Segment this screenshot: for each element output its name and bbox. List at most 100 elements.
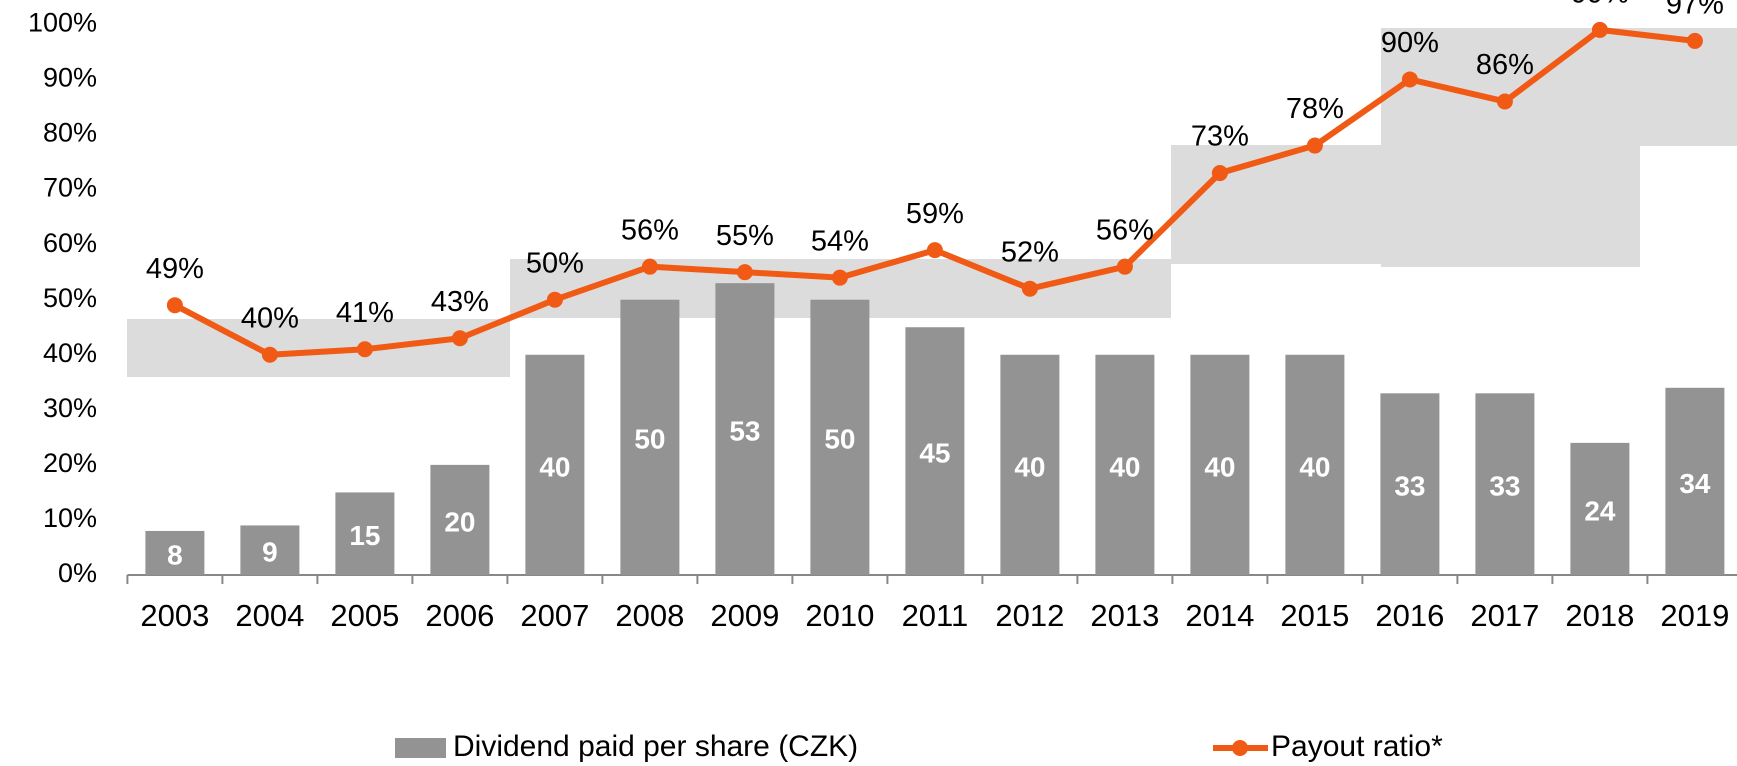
legend-swatch (1232, 740, 1248, 756)
x-tick-label: 2012 (995, 598, 1064, 633)
bar-label: 40 (1109, 451, 1140, 482)
point (641, 258, 658, 275)
y-tick-label: 30% (43, 393, 97, 423)
y-tick-label: 80% (43, 118, 97, 148)
bar (715, 283, 775, 575)
x-tick-label: 2005 (330, 598, 399, 633)
x-tick-label: 2014 (1185, 598, 1254, 633)
bar (620, 299, 680, 575)
band (127, 319, 510, 377)
point (926, 242, 943, 259)
bar-label: 34 (1679, 468, 1711, 499)
point-label: 50% (526, 247, 584, 279)
bar-label: 8 (167, 539, 183, 570)
bar-label: 45 (919, 438, 950, 469)
x-tick-label: 2013 (1090, 598, 1159, 633)
bar (525, 354, 585, 575)
point (1211, 165, 1228, 182)
bar-label: 40 (1204, 451, 1235, 482)
bar (1380, 393, 1440, 575)
bar (1285, 354, 1345, 575)
point-label: 73% (1191, 121, 1249, 153)
point-label: 49% (146, 253, 204, 285)
point (831, 269, 848, 286)
point-label: 43% (431, 286, 489, 318)
bar-label: 33 (1394, 471, 1425, 502)
point-label: 56% (621, 214, 679, 246)
y-tick-label: 100% (28, 8, 97, 38)
bar (1000, 354, 1060, 575)
point-label: 56% (1096, 214, 1154, 246)
point (1021, 280, 1038, 297)
band (1171, 145, 1381, 264)
point-label: 78% (1286, 93, 1344, 125)
y-tick-label: 0% (58, 558, 97, 588)
point (1116, 258, 1133, 275)
legend-label: Payout ratio* (1271, 730, 1443, 763)
point (736, 264, 753, 281)
bar-label: 40 (539, 451, 570, 482)
background-bands (127, 28, 1737, 377)
bar (240, 525, 300, 575)
bar-label: 40 (1299, 451, 1330, 482)
bar (810, 299, 870, 575)
point (1686, 32, 1703, 49)
point (1591, 21, 1608, 38)
point (356, 341, 373, 358)
legend-swatch (395, 738, 446, 758)
y-tick-label: 50% (43, 283, 97, 313)
point-label: 52% (1001, 236, 1059, 268)
bar-label: 50 (634, 424, 665, 455)
point-label: 55% (716, 220, 774, 252)
band (1640, 28, 1737, 146)
y-tick-label: 10% (43, 503, 97, 533)
point-label: 90% (1381, 27, 1439, 59)
point-label: 40% (241, 302, 299, 334)
point-label: 97% (1666, 0, 1724, 21)
point-label: 41% (336, 297, 394, 329)
x-tick-label: 2018 (1565, 598, 1634, 633)
bar-label: 20 (444, 506, 475, 537)
point-label: 99% (1571, 0, 1629, 10)
point (261, 346, 278, 363)
x-tick-label: 2007 (520, 598, 589, 633)
y-tick-label: 70% (43, 173, 97, 203)
bar (145, 530, 205, 575)
point (1496, 93, 1513, 110)
bar-label: 9 (262, 537, 278, 568)
x-tick-label: 2003 (140, 598, 209, 633)
x-tick-label: 2008 (615, 598, 684, 633)
x-tick-label: 2009 (710, 598, 779, 633)
bar (905, 327, 965, 575)
bar-label: 24 (1584, 495, 1616, 526)
bar-label: 15 (349, 520, 380, 551)
point (1306, 137, 1323, 154)
bar (1570, 442, 1630, 575)
legend-label: Dividend paid per share (CZK) (453, 730, 858, 763)
x-tick-label: 2010 (805, 598, 874, 633)
x-tick-label: 2015 (1280, 598, 1349, 633)
x-tick-label: 2017 (1470, 598, 1539, 633)
point-label: 59% (906, 198, 964, 230)
point (451, 330, 468, 347)
y-tick-label: 60% (43, 228, 97, 258)
y-tick-label: 90% (43, 63, 97, 93)
point-label: 86% (1476, 49, 1534, 81)
x-tick-label: 2016 (1375, 598, 1444, 633)
x-tick-label: 2011 (902, 598, 969, 633)
x-tick-label: 2006 (425, 598, 494, 633)
point-label: 54% (811, 225, 869, 257)
bar-label: 33 (1489, 471, 1520, 502)
point (166, 297, 183, 314)
x-tick-label: 2004 (235, 598, 304, 633)
bar-label: 40 (1014, 451, 1045, 482)
y-tick-label: 40% (43, 338, 97, 368)
y-tick-label: 20% (43, 448, 97, 478)
bar (1095, 354, 1155, 575)
x-tick-label: 2019 (1660, 598, 1729, 633)
bar (1475, 393, 1535, 575)
bar (335, 492, 395, 575)
bar (430, 464, 490, 575)
point (546, 291, 563, 308)
